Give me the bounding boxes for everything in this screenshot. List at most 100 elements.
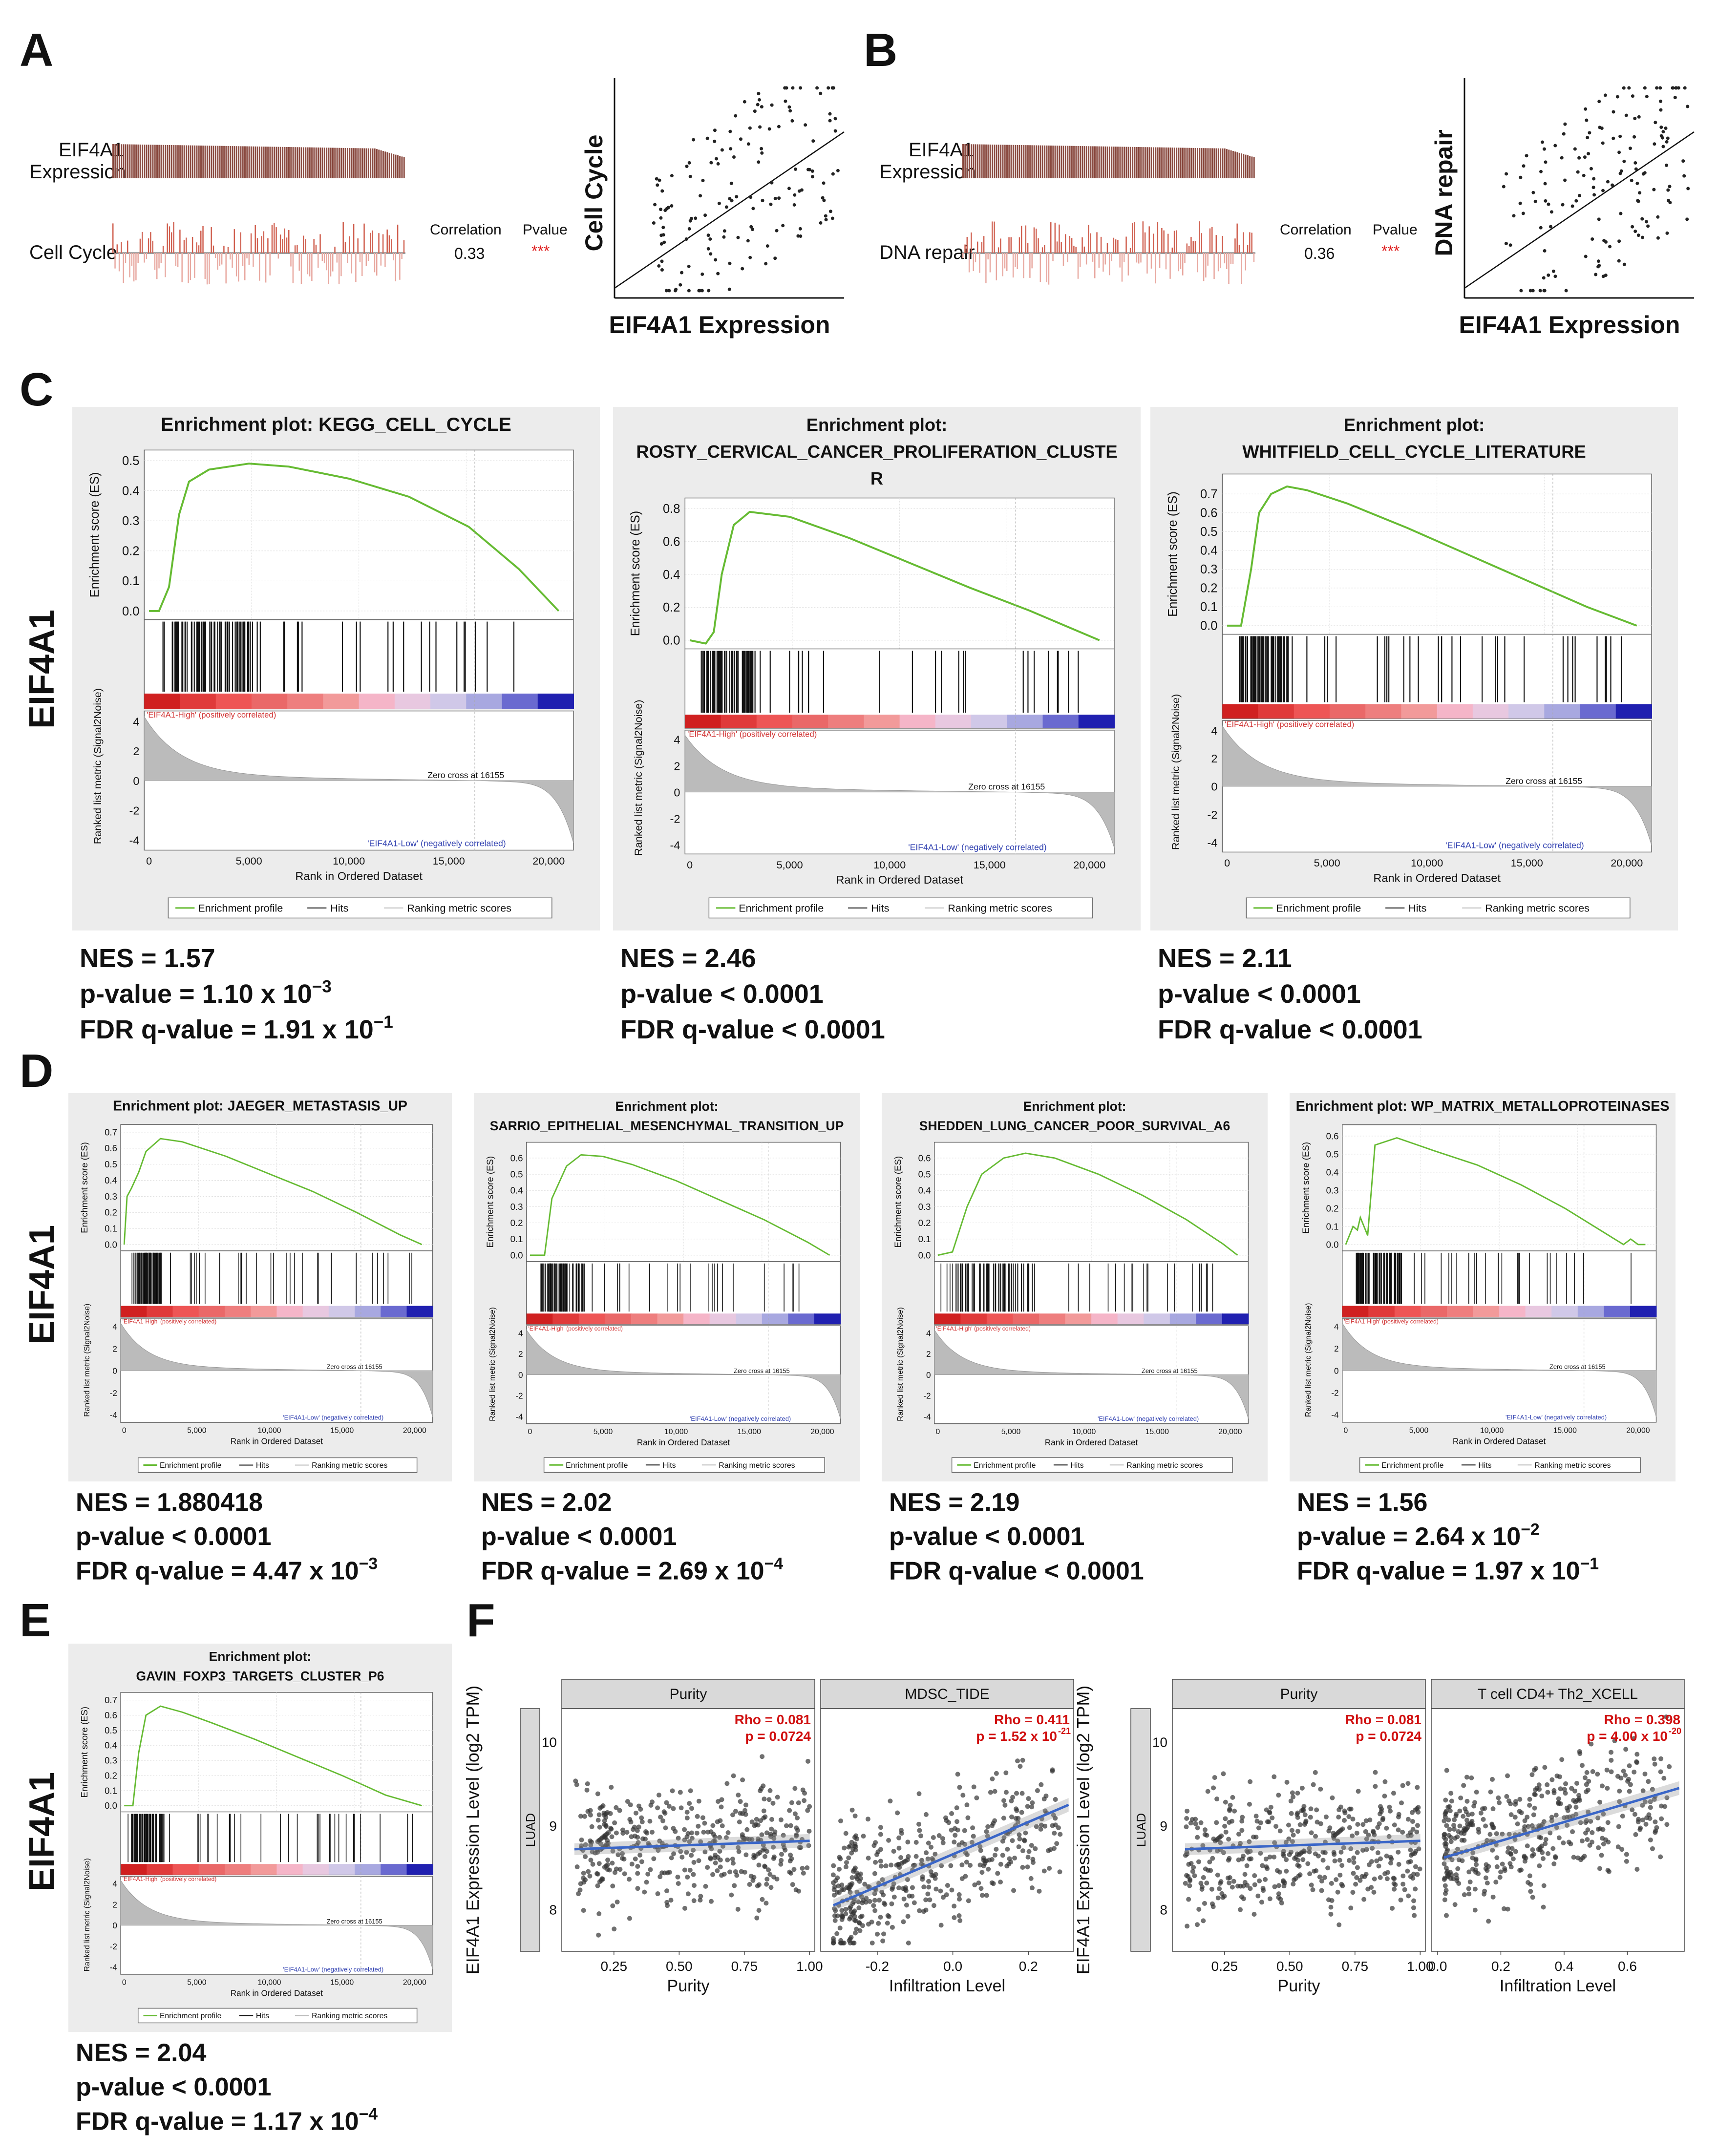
scatter-point bbox=[1273, 1824, 1279, 1829]
scatter-point bbox=[1595, 1815, 1601, 1820]
scatter-point bbox=[1494, 1864, 1500, 1869]
scatter-point bbox=[801, 1870, 806, 1876]
scatter-point bbox=[1490, 1776, 1495, 1782]
scatter-point bbox=[757, 98, 761, 102]
gsea-stat-line: FDR q-value = 4.47 x 10−3 bbox=[76, 1555, 378, 1585]
gsea-title: Enrichment plot: WP_MATRIX_METALLOPROTEI… bbox=[1296, 1099, 1670, 1114]
expression-bar bbox=[300, 147, 302, 178]
feature-bar bbox=[1230, 253, 1232, 264]
scatter-point bbox=[1355, 1850, 1360, 1855]
scatter-point bbox=[1289, 1811, 1294, 1816]
es-tick-label: 0.6 bbox=[1326, 1131, 1339, 1141]
scatter-point bbox=[583, 1842, 588, 1847]
scatter-point bbox=[684, 237, 688, 241]
metric-negative-area bbox=[1552, 786, 1652, 845]
expression-bar bbox=[1027, 145, 1029, 178]
scatter-point bbox=[1526, 1824, 1531, 1829]
scatter-point bbox=[1497, 1875, 1503, 1880]
feature-bar bbox=[188, 253, 189, 283]
expression-bar bbox=[198, 145, 200, 178]
scatter-point bbox=[1512, 1837, 1518, 1842]
scatter-point bbox=[1574, 1780, 1580, 1786]
scatter-point bbox=[788, 1870, 794, 1876]
scatter-point bbox=[639, 1815, 644, 1820]
feature-bar bbox=[286, 237, 288, 253]
feature-bar bbox=[217, 253, 218, 270]
scatter-point bbox=[767, 1872, 773, 1877]
es-tick-label: 0.0 bbox=[122, 605, 139, 618]
scatter-point bbox=[1600, 1836, 1605, 1841]
scatter-point bbox=[699, 194, 702, 198]
es-tick-label: 0.3 bbox=[122, 514, 139, 528]
scatter-point bbox=[1410, 1876, 1416, 1881]
scatter-point bbox=[679, 1805, 684, 1811]
scatter-point bbox=[1442, 1818, 1447, 1824]
scatter-point bbox=[875, 1849, 881, 1855]
expression-bar bbox=[190, 145, 191, 178]
feature-bar bbox=[1018, 237, 1020, 253]
y-tick-label: 9 bbox=[1160, 1818, 1167, 1834]
scatter-point bbox=[1039, 1782, 1044, 1787]
scatter-point bbox=[1201, 1918, 1206, 1923]
feature-bar bbox=[1215, 235, 1217, 253]
p-exponent-label: -21 bbox=[1058, 1726, 1071, 1736]
scatter-point bbox=[1634, 1752, 1640, 1757]
expression-bar bbox=[1136, 147, 1138, 178]
scatter-point bbox=[756, 103, 760, 106]
feature-bar bbox=[1077, 253, 1079, 279]
scatter-point bbox=[790, 1882, 795, 1887]
scatter-point bbox=[1295, 1858, 1301, 1863]
feature-bar bbox=[309, 253, 311, 276]
ranking-color-bar bbox=[526, 1313, 553, 1325]
scatter-point bbox=[762, 1797, 767, 1802]
scatter-point bbox=[1653, 1819, 1658, 1824]
legend-label: Enrichment profile bbox=[160, 1461, 222, 1470]
scatter-point bbox=[1556, 1796, 1561, 1801]
scatter-point bbox=[1547, 202, 1550, 206]
expression-bar bbox=[294, 147, 296, 178]
ranking-color-bar bbox=[756, 715, 793, 728]
feature-bar bbox=[365, 253, 367, 266]
x-tick-label: 0 bbox=[122, 1427, 127, 1435]
scatter-point bbox=[1364, 1847, 1369, 1852]
metric-tick-label: 4 bbox=[1211, 724, 1217, 737]
ranking-color-bar bbox=[1472, 704, 1509, 719]
ranking-color-bar bbox=[1222, 704, 1259, 719]
expression-bar bbox=[121, 144, 123, 178]
scatter-point bbox=[1196, 1859, 1201, 1864]
scatter-point bbox=[1638, 191, 1642, 195]
metric-positive-area bbox=[1222, 725, 1553, 787]
scatter-point bbox=[729, 1892, 734, 1898]
scatter-point bbox=[657, 1839, 662, 1844]
gsea-title: SARRIO_EPITHELIAL_MESENCHYMAL_TRANSITION… bbox=[490, 1119, 844, 1133]
scatter-point bbox=[1583, 1830, 1589, 1836]
scatter-point bbox=[1643, 171, 1647, 175]
scatter-point bbox=[581, 1908, 586, 1913]
scatter-point bbox=[691, 1872, 696, 1877]
scatter-point bbox=[1193, 1821, 1198, 1826]
gsea-stat-line: FDR q-value < 0.0001 bbox=[889, 1557, 1144, 1585]
scatter-point bbox=[1400, 1881, 1406, 1887]
scatter-point bbox=[747, 1882, 752, 1887]
scatter-point bbox=[1299, 1785, 1305, 1791]
scatter-point bbox=[1595, 1826, 1601, 1832]
scatter-point bbox=[775, 229, 779, 233]
feature-bar bbox=[1080, 253, 1081, 267]
scatter-point bbox=[759, 1832, 764, 1838]
feature-bar bbox=[1015, 253, 1016, 268]
low-label: 'EIF4A1-Low' (negatively correlated) bbox=[367, 839, 506, 848]
scatter-point bbox=[1402, 1887, 1407, 1892]
metric-tick-label: -4 bbox=[515, 1412, 523, 1421]
metric-tick-label: 2 bbox=[926, 1349, 931, 1359]
scatter-point bbox=[1290, 1839, 1295, 1844]
feature-bar bbox=[1197, 253, 1198, 273]
scatter-point bbox=[1323, 1814, 1329, 1819]
scatter-point bbox=[1489, 1822, 1495, 1828]
expression-bar bbox=[1109, 147, 1110, 178]
expression-bar bbox=[1021, 145, 1022, 178]
scatter-point bbox=[1411, 1905, 1416, 1910]
scatter-point bbox=[1632, 1812, 1637, 1817]
scatter-point bbox=[712, 1839, 718, 1844]
scatter-point bbox=[1668, 185, 1672, 189]
scatter-point bbox=[760, 1897, 765, 1902]
